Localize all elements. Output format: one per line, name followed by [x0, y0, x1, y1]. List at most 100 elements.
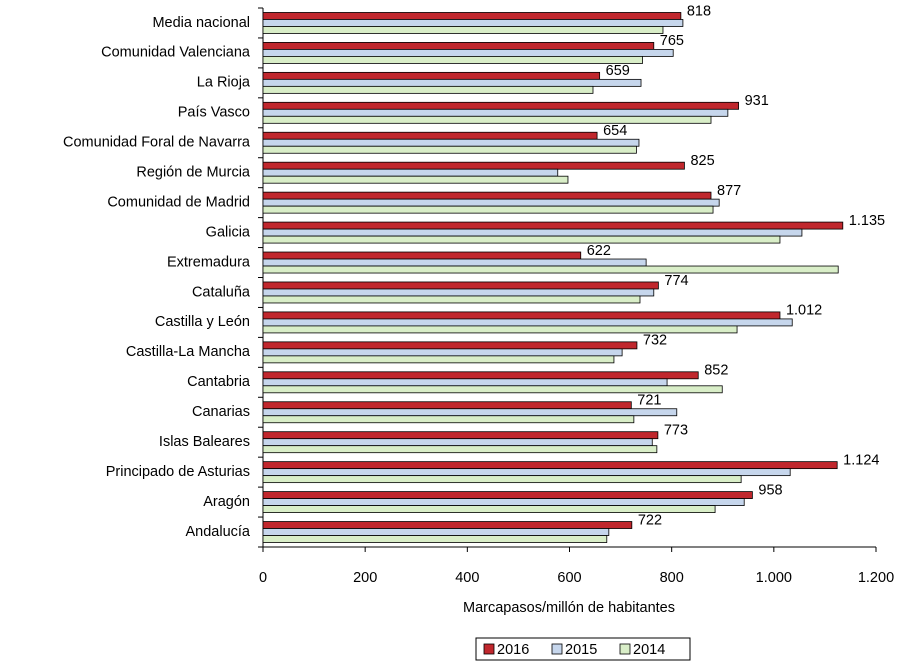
bar — [262, 198, 720, 207]
value-label: 877 — [717, 183, 741, 199]
bar — [262, 378, 668, 387]
value-label: 732 — [643, 333, 667, 349]
x-tick-label: 600 — [557, 570, 581, 586]
category-label: Galicia — [206, 224, 251, 240]
bar — [262, 445, 658, 454]
bar — [262, 355, 615, 364]
x-tick-label: 0 — [259, 570, 267, 586]
bar — [262, 491, 753, 499]
category-label: Castilla y León — [155, 314, 250, 330]
bar — [262, 415, 635, 424]
bar — [262, 535, 608, 543]
legend-swatch — [483, 643, 495, 655]
bar — [262, 56, 643, 64]
category-label: Extremadura — [167, 254, 251, 270]
bar — [262, 161, 685, 170]
bar — [262, 498, 745, 506]
value-label: 622 — [587, 243, 611, 259]
bar — [262, 12, 682, 20]
category-label: Andalucía — [186, 524, 251, 540]
bar — [262, 19, 684, 27]
bar — [262, 138, 640, 147]
bar — [262, 228, 803, 237]
x-tick-label: 1.200 — [858, 570, 894, 586]
value-label: 765 — [660, 33, 684, 49]
bar — [262, 175, 569, 184]
value-label: 721 — [637, 393, 661, 409]
bar — [262, 191, 712, 200]
value-label: 1.124 — [843, 452, 879, 468]
x-tick-label: 800 — [660, 570, 684, 586]
bar — [262, 251, 582, 260]
value-label: 1.135 — [849, 213, 885, 229]
bar — [262, 131, 598, 140]
bar — [262, 71, 601, 80]
legend-label: 2015 — [565, 642, 597, 658]
bar — [262, 281, 659, 290]
bar — [262, 295, 641, 304]
legend-label: 2016 — [497, 642, 529, 658]
bar — [262, 205, 714, 214]
x-axis-label: Marcapasos/millón de habitantes — [463, 600, 675, 616]
bar — [262, 115, 712, 124]
legend-label: 2014 — [633, 642, 665, 658]
bar — [262, 42, 655, 50]
bar — [262, 401, 632, 410]
bar — [262, 101, 739, 110]
category-label: Aragón — [203, 494, 250, 510]
category-label: País Vasco — [178, 105, 250, 121]
bar — [262, 431, 659, 440]
value-label: 1.012 — [786, 303, 822, 319]
category-label: Principado de Asturias — [106, 464, 250, 480]
bar — [262, 475, 742, 484]
category-label: Media nacional — [152, 15, 250, 31]
bar — [262, 348, 623, 357]
bar — [262, 145, 637, 154]
x-tick-label: 200 — [353, 570, 377, 586]
category-label: Región de Murcia — [136, 165, 251, 181]
category-label: La Rioja — [197, 75, 251, 91]
bar — [262, 371, 699, 380]
bar — [262, 265, 839, 274]
bar — [262, 341, 638, 350]
value-label: 931 — [745, 93, 769, 109]
category-label: Cantabria — [187, 374, 251, 390]
bar — [262, 85, 594, 94]
category-label: Cataluña — [192, 284, 251, 300]
legend-swatch — [619, 643, 631, 655]
bar — [262, 235, 781, 244]
value-label: 659 — [606, 63, 630, 79]
legend-swatch — [551, 643, 563, 655]
bar — [262, 49, 674, 57]
category-label: Castilla-La Mancha — [126, 344, 251, 360]
value-label: 774 — [664, 273, 688, 289]
value-label: 654 — [603, 123, 627, 139]
bar — [262, 318, 793, 327]
category-label: Comunidad Foral de Navarra — [63, 135, 251, 151]
bar — [262, 258, 647, 267]
bar — [262, 438, 653, 447]
bar — [262, 468, 791, 477]
value-label: 773 — [664, 423, 688, 439]
legend-box — [475, 637, 691, 661]
value-label: 958 — [758, 482, 782, 498]
bar — [262, 108, 729, 117]
category-label: Comunidad de Madrid — [107, 194, 250, 210]
category-label: Comunidad Valenciana — [101, 45, 251, 61]
bar — [262, 408, 678, 417]
x-tick-label: 1.000 — [756, 570, 792, 586]
x-tick-label: 400 — [455, 570, 479, 586]
bar — [262, 385, 723, 394]
category-label: Canarias — [192, 404, 250, 420]
bar — [262, 168, 559, 177]
bar — [262, 521, 633, 529]
bar — [262, 528, 610, 536]
bar — [262, 288, 655, 297]
bar — [262, 505, 716, 513]
value-label: 818 — [687, 3, 711, 19]
value-label: 722 — [638, 512, 662, 528]
value-label: 825 — [690, 153, 714, 169]
bar — [262, 78, 642, 87]
bar — [262, 311, 781, 320]
